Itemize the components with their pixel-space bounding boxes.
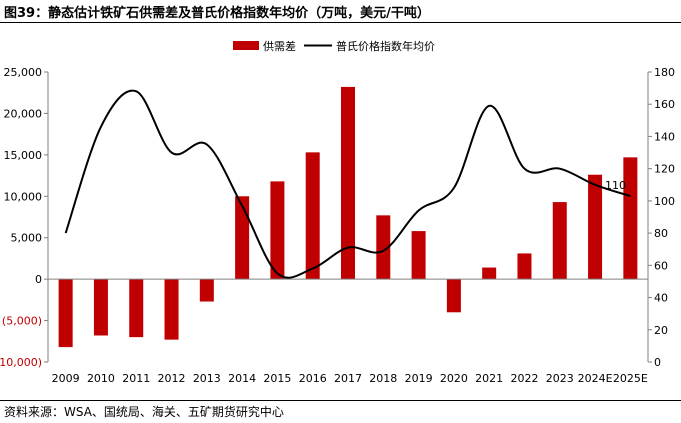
left-axis-tick-label: 5,000 <box>11 232 43 245</box>
x-tick-label: 2023 <box>546 372 574 385</box>
x-tick-label: 2022 <box>510 372 538 385</box>
legend-label-line: 普氏价格指数年均价 <box>336 39 435 53</box>
x-tick-label: 2014 <box>228 372 256 385</box>
x-tick-label: 2010 <box>87 372 115 385</box>
bar-2014 <box>235 196 250 280</box>
x-tick-label: 2025E <box>613 372 648 385</box>
x-tick-label: 2020 <box>440 372 468 385</box>
combo-chart: 供需差 普氏价格指数年均价 25,000 20,000 15,000 10,000 5,0… <box>0 39 675 385</box>
bar-2015 <box>270 181 285 280</box>
left-axis-tick-label: 0 <box>35 273 42 286</box>
bar-2011 <box>129 279 144 338</box>
left-axis-tick-label: 10,000 <box>4 190 43 203</box>
chart-title: 图39：静态估计铁矿石供需差及普氏价格指数年均价（万吨，美元/干吨） <box>4 6 430 21</box>
x-tick-label: 2009 <box>52 372 80 385</box>
right-axis-tick-label: 160 <box>654 98 675 111</box>
bar-2018 <box>376 215 391 280</box>
bar-2024E <box>588 174 603 280</box>
left-axis-tick-label: 20,000 <box>4 107 43 120</box>
x-tick-label: 2011 <box>122 372 150 385</box>
left-y-axis: 25,000 20,000 15,000 10,000 5,000 0 (5,000) (10… <box>0 66 49 369</box>
bar-2013 <box>199 279 214 302</box>
right-axis-tick-label: 100 <box>654 195 675 208</box>
x-axis: 2009 2010 2011 2012 2013 2014 2015 2016 2017 2018… <box>52 372 648 385</box>
left-axis-tick-label: (10,000) <box>0 356 42 369</box>
x-tick-label: 2024E <box>578 372 613 385</box>
data-label-2024E: 110 <box>605 179 626 192</box>
title-divider <box>0 22 681 23</box>
bar-2016 <box>305 152 320 280</box>
right-axis-tick-label: 20 <box>654 324 668 337</box>
legend-label-bar: 供需差 <box>263 39 296 53</box>
x-tick-label: 2016 <box>299 372 327 385</box>
price-line-path <box>64 89 631 279</box>
left-axis-tick-label: 25,000 <box>4 66 43 79</box>
bar-2017 <box>341 86 355 280</box>
bar-2019 <box>411 231 426 280</box>
x-tick-label: 2018 <box>369 372 397 385</box>
right-y-axis: 0 20 40 60 80 100 120 140 160 180 <box>647 66 675 369</box>
right-axis-tick-label: 60 <box>654 259 668 272</box>
bar-2009 <box>58 279 73 348</box>
left-axis-tick-label: 15,000 <box>4 149 43 162</box>
right-axis-tick-label: 80 <box>654 227 668 240</box>
x-tick-label: 2012 <box>158 372 186 385</box>
left-axis-tick-label: (5,000) <box>2 315 42 328</box>
x-tick-label: 2013 <box>193 372 221 385</box>
right-axis-tick-label: 120 <box>654 163 675 176</box>
bar-2025E <box>623 157 638 280</box>
bar-2021 <box>482 267 497 280</box>
right-axis-tick-label: 0 <box>654 356 661 369</box>
supply-demand-gap-bars <box>58 86 638 348</box>
x-tick-label: 2017 <box>334 372 362 385</box>
right-axis-tick-label: 40 <box>654 292 668 305</box>
x-tick-label: 2021 <box>475 372 503 385</box>
x-tick-label: 2019 <box>405 372 433 385</box>
bar-2022 <box>517 253 532 280</box>
bar-2023 <box>552 202 567 280</box>
legend: 供需差 普氏价格指数年均价 <box>233 39 435 53</box>
source-divider <box>0 400 681 401</box>
legend-swatch-bar <box>233 41 259 50</box>
bar-2012 <box>164 279 179 340</box>
right-axis-tick-label: 140 <box>654 130 675 143</box>
bar-2010 <box>93 279 108 336</box>
x-tick-label: 2015 <box>263 372 291 385</box>
right-axis-tick-label: 180 <box>654 66 675 79</box>
platts-price-line <box>64 89 631 279</box>
annotations: 110 <box>605 179 626 192</box>
bar-2020 <box>446 279 461 313</box>
source-note: 资料来源：WSA、国统局、海关、五矿期货研究中心 <box>4 405 284 419</box>
